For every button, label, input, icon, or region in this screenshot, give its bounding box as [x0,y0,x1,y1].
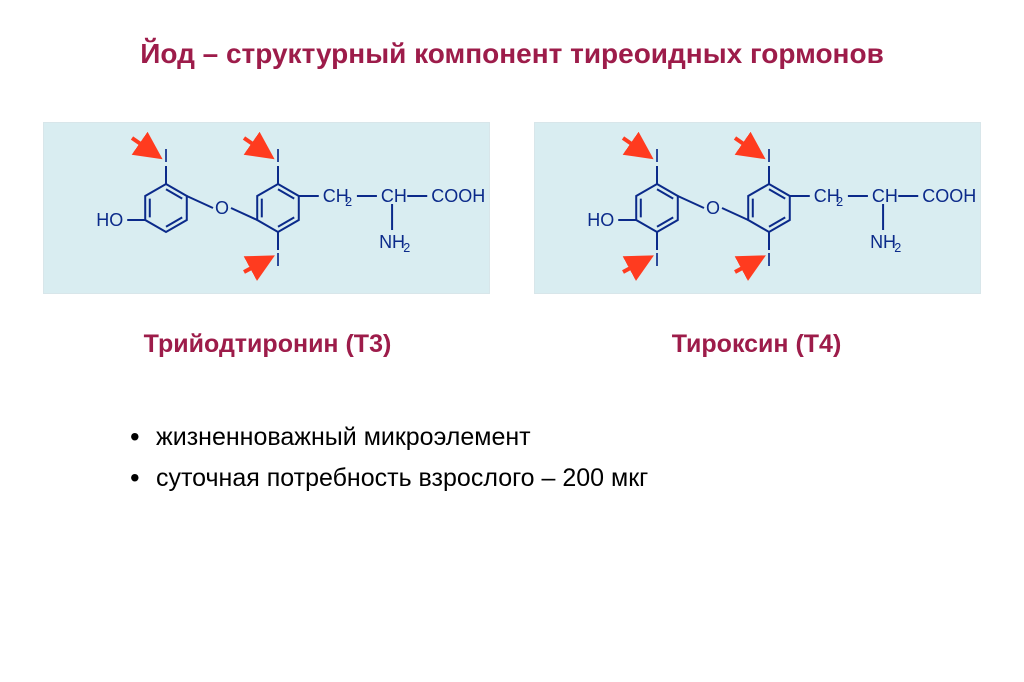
molecule-caption-T3: Трийодтиронин (Т3) [45,330,490,359]
svg-text:2: 2 [403,241,410,255]
svg-text:CH: CH [872,186,898,206]
svg-text:2: 2 [345,195,352,209]
svg-text:2: 2 [894,241,901,255]
page-title: Йод – структурный компонент тиреоидных г… [0,38,1024,70]
svg-text:2: 2 [836,195,843,209]
svg-text:O: O [215,198,229,218]
svg-text:HO: HO [96,210,123,230]
svg-text:I: I [163,146,168,166]
svg-text:I: I [275,146,280,166]
svg-text:I: I [275,250,280,270]
svg-text:HO: HO [587,210,614,230]
bullet-item: жизненноважный микроэлемент [130,423,1024,452]
bullet-list: жизненноважный микроэлемент суточная потр… [130,423,1024,493]
molecule-caption-T4: Тироксин (Т4) [534,330,979,359]
svg-text:I: I [654,146,659,166]
svg-text:CH: CH [381,186,407,206]
molecule-panel-T4: HOOCH2CHCOOHNH2IIII [534,122,981,294]
svg-text:I: I [654,250,659,270]
svg-text:COOH: COOH [922,186,976,206]
svg-text:NH: NH [870,232,896,252]
svg-text:COOH: COOH [431,186,485,206]
svg-text:NH: NH [379,232,405,252]
svg-text:O: O [706,198,720,218]
molecule-captions: Трийодтиронин (Т3) Тироксин (Т4) [0,330,1024,359]
molecule-panel-T3: HOOCH2CHCOOHNH2III [43,122,490,294]
molecule-panels: HOOCH2CHCOOHNH2IIIHOOCH2CHCOOHNH2IIII [0,122,1024,294]
svg-text:I: I [766,146,771,166]
svg-text:I: I [766,250,771,270]
bullet-item: суточная потребность взрослого – 200 мкг [130,464,1024,493]
slide: Йод – структурный компонент тиреоидных г… [0,38,1024,682]
